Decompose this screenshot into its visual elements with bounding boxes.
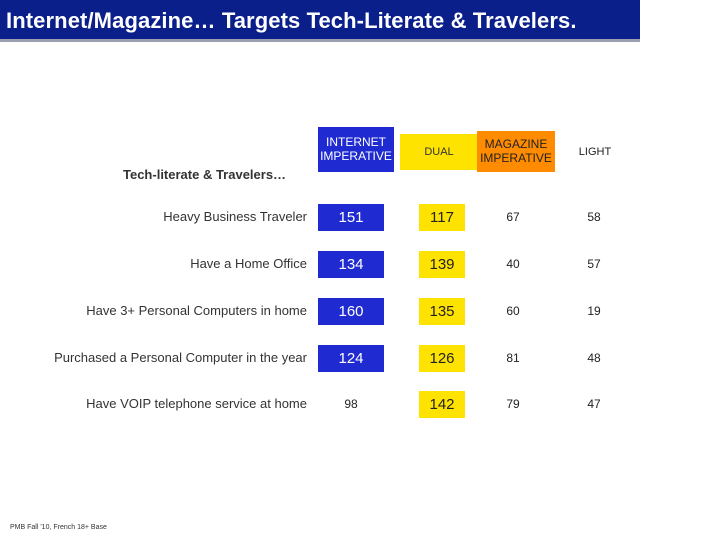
value-cell-light: 47 bbox=[587, 397, 601, 411]
row-label: Heavy Business Traveler bbox=[163, 209, 307, 224]
value-cell-light: 58 bbox=[587, 210, 601, 224]
column-header-internet-imperative: INTERNET IMPERATIVE bbox=[318, 127, 394, 172]
value-cell-dual: 139 bbox=[419, 250, 465, 278]
column-header-magazine-imperative: MAGAZINE IMPERATIVE bbox=[477, 131, 555, 172]
value-cell-dual: 142 bbox=[419, 390, 465, 418]
value-cell-magazine-imperative: 40 bbox=[506, 257, 520, 271]
value-cell-magazine-imperative: 81 bbox=[506, 351, 520, 365]
column-header-light: LIGHT bbox=[555, 134, 635, 170]
value-cell-magazine-imperative: 67 bbox=[506, 210, 520, 224]
value-cell-magazine-imperative: 60 bbox=[506, 304, 520, 318]
row-label: Have VOIP telephone service at home bbox=[86, 396, 307, 411]
section-label: Tech-literate & Travelers… bbox=[123, 167, 287, 182]
column-header-dual: DUAL bbox=[400, 134, 478, 170]
page-title: Internet/Magazine… Targets Tech-Literate… bbox=[6, 8, 577, 33]
footnote: PMB Fall '10, French 18+ Base bbox=[10, 524, 107, 531]
value-cell-internet-imperative: 98 bbox=[344, 397, 358, 411]
row-label: Purchased a Personal Computer in the yea… bbox=[54, 350, 307, 365]
value-cell-internet-imperative: 160 bbox=[318, 297, 384, 325]
value-cell-internet-imperative: 134 bbox=[318, 250, 384, 278]
value-cell-dual: 117 bbox=[419, 203, 465, 231]
title-bar: Internet/Magazine… Targets Tech-Literate… bbox=[0, 0, 640, 42]
value-cell-dual: 135 bbox=[419, 297, 465, 325]
row-label: Have 3+ Personal Computers in home bbox=[86, 303, 307, 318]
value-cell-dual: 126 bbox=[419, 344, 465, 372]
value-cell-light: 48 bbox=[587, 351, 601, 365]
value-cell-magazine-imperative: 79 bbox=[506, 397, 520, 411]
row-label: Have a Home Office bbox=[190, 256, 307, 271]
value-cell-light: 57 bbox=[587, 257, 601, 271]
value-cell-light: 19 bbox=[587, 304, 601, 318]
value-cell-internet-imperative: 151 bbox=[318, 203, 384, 231]
value-cell-internet-imperative: 124 bbox=[318, 344, 384, 372]
